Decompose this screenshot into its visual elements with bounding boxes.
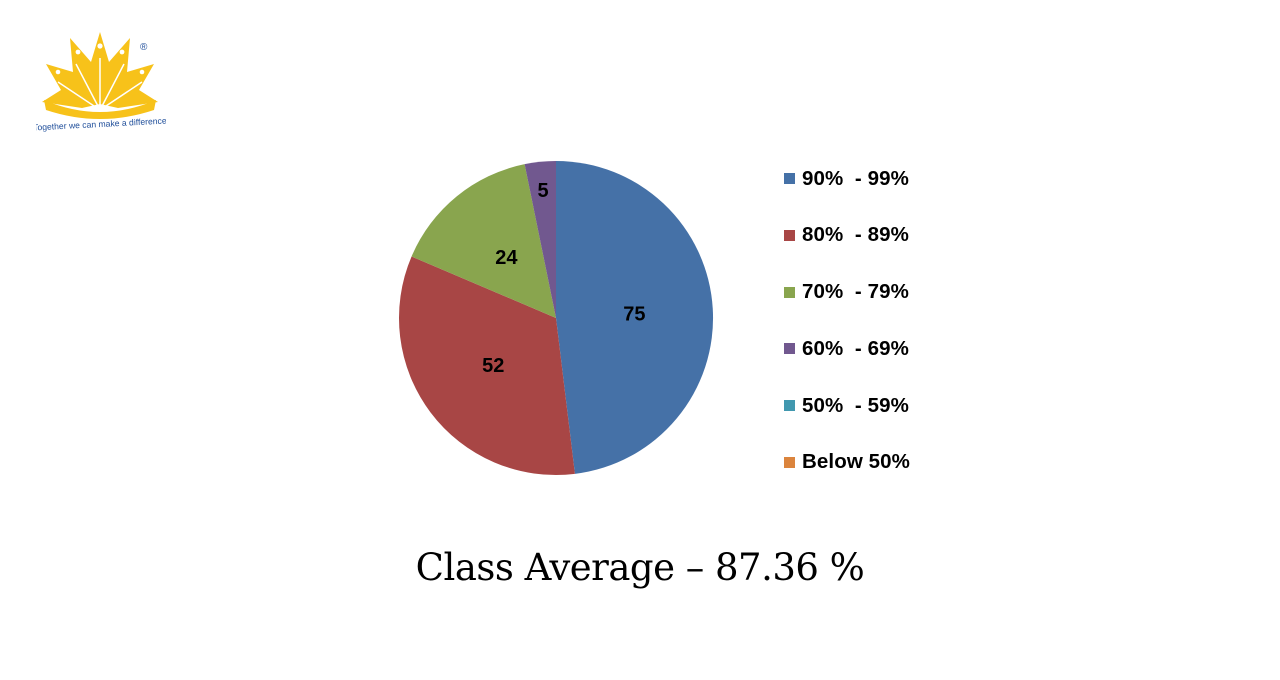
pie-slice <box>398 256 575 476</box>
pie-slices <box>398 161 714 476</box>
legend-label: Below 50% <box>802 450 910 474</box>
pie-slice <box>524 161 556 318</box>
pie-data-labels: 75 52 24 5 <box>482 180 645 377</box>
trademark-symbol: ® <box>140 42 148 53</box>
legend-item: Below 50% <box>784 448 910 477</box>
chart-legend: 90% - 99% 80% - 89% 70% - 79% 60% - 69% 50% … <box>784 164 910 505</box>
legend-swatch <box>784 286 795 298</box>
legend-label: 70% - 79% <box>802 280 909 304</box>
legend-item: 80% - 89% <box>784 221 910 250</box>
legend-swatch <box>784 456 795 468</box>
legend-item: 90% - 99% <box>784 164 910 193</box>
legend-item: 50% - 59% <box>784 391 910 420</box>
pie-data-label: 24 <box>495 247 518 269</box>
pie-data-label: 5 <box>537 180 548 202</box>
company-logo: ® Together we can make a difference <box>36 32 166 132</box>
pie-slice <box>556 161 714 474</box>
legend-item: 60% - 69% <box>784 334 910 363</box>
legend-swatch <box>784 400 795 412</box>
legend-label: 80% - 89% <box>802 223 909 247</box>
pie-data-label: 52 <box>482 355 504 377</box>
class-average-text: Class Average – 87.36 % <box>415 546 865 589</box>
legend-label: 60% - 69% <box>802 336 909 360</box>
legend-item: 70% - 79% <box>784 278 910 307</box>
legend-swatch <box>784 173 795 184</box>
legend-label: 90% - 99% <box>802 166 909 190</box>
pie-slice <box>411 164 556 318</box>
legend-label: 50% - 59% <box>802 393 909 417</box>
pie-data-label: 75 <box>623 303 645 325</box>
legend-swatch <box>784 343 795 355</box>
sun-logo-icon <box>42 32 158 119</box>
pie-chart: 75 52 24 5 <box>398 161 714 476</box>
logo-tagline: Together we can make a difference <box>36 116 166 132</box>
legend-swatch <box>784 229 795 241</box>
